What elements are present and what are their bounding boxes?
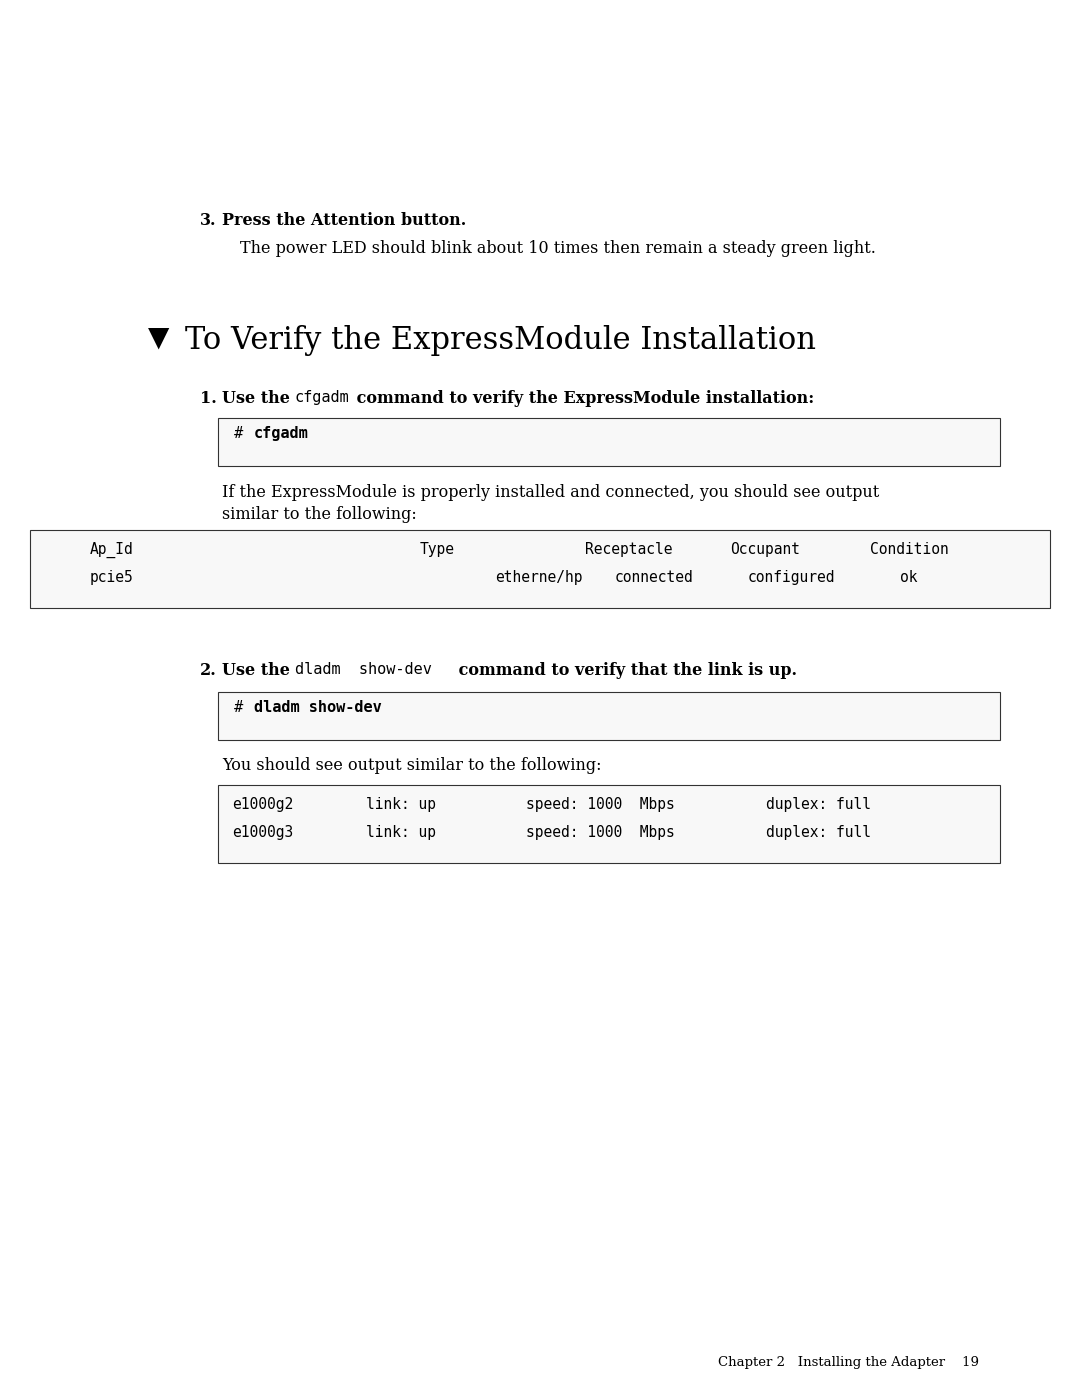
Text: speed: 1000  Mbps: speed: 1000 Mbps (526, 798, 675, 812)
Text: etherne/hp: etherne/hp (495, 570, 582, 585)
Text: Press the Attention button.: Press the Attention button. (222, 212, 467, 229)
Text: configured: configured (748, 570, 836, 585)
Text: ▼: ▼ (148, 326, 170, 352)
Text: command to verify that the link is up.: command to verify that the link is up. (453, 662, 797, 679)
Text: Type: Type (420, 542, 455, 557)
Text: e1000g3: e1000g3 (232, 826, 294, 840)
FancyBboxPatch shape (218, 692, 1000, 740)
Text: dladm  show-dev: dladm show-dev (295, 662, 432, 678)
Text: Chapter 2   Installing the Adapter    19: Chapter 2 Installing the Adapter 19 (718, 1356, 978, 1369)
Text: Occupant: Occupant (730, 542, 800, 557)
Text: speed: 1000  Mbps: speed: 1000 Mbps (526, 826, 675, 840)
Text: Use the: Use the (222, 390, 296, 407)
Text: 1.: 1. (200, 390, 217, 407)
FancyBboxPatch shape (218, 785, 1000, 863)
Text: You should see output similar to the following:: You should see output similar to the fol… (222, 757, 602, 774)
Text: Ap_Id: Ap_Id (90, 542, 134, 559)
Text: 3.: 3. (200, 212, 216, 229)
FancyBboxPatch shape (30, 529, 1050, 608)
Text: similar to the following:: similar to the following: (222, 506, 417, 522)
Text: #: # (234, 426, 253, 441)
Text: cfgadm: cfgadm (254, 426, 309, 441)
Text: 2.: 2. (200, 662, 217, 679)
Text: dladm show-dev: dladm show-dev (254, 700, 381, 715)
Text: pcie5: pcie5 (90, 570, 134, 585)
Text: duplex: full: duplex: full (766, 826, 870, 840)
Text: link: up: link: up (366, 798, 436, 812)
Text: Receptacle: Receptacle (585, 542, 673, 557)
Text: cfgadm: cfgadm (295, 390, 350, 405)
Text: To Verify the ExpressModule Installation: To Verify the ExpressModule Installation (185, 326, 816, 356)
Text: #: # (234, 700, 253, 715)
Text: The power LED should blink about 10 times then remain a steady green light.: The power LED should blink about 10 time… (240, 240, 876, 257)
Text: If the ExpressModule is properly installed and connected, you should see output: If the ExpressModule is properly install… (222, 483, 879, 502)
FancyBboxPatch shape (218, 418, 1000, 467)
Text: connected: connected (615, 570, 693, 585)
Text: e1000g2: e1000g2 (232, 798, 294, 812)
Text: link: up: link: up (366, 826, 436, 840)
Text: ok: ok (900, 570, 918, 585)
Text: Use the: Use the (222, 662, 296, 679)
Text: command to verify the ExpressModule installation:: command to verify the ExpressModule inst… (351, 390, 814, 407)
Text: duplex: full: duplex: full (766, 798, 870, 812)
Text: Condition: Condition (870, 542, 948, 557)
